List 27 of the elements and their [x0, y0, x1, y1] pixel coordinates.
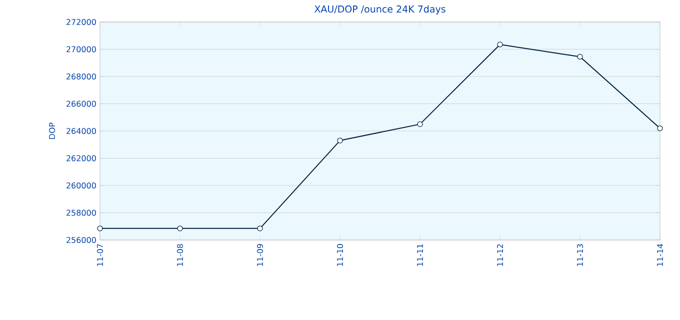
point [577, 54, 583, 60]
x-tick-label: 11-09 [256, 244, 264, 266]
y-tick-label: 266000 [66, 100, 96, 107]
x-tick-label: 11-08 [176, 244, 184, 266]
x-tick-label: 11-11 [417, 244, 423, 266]
y-tick-label: 258000 [66, 210, 96, 216]
x-tick-label: 11-13 [576, 244, 584, 266]
point [177, 226, 183, 232]
y-tick-label: 256000 [66, 236, 96, 244]
x-tick-label: 11-12 [497, 244, 503, 266]
point [497, 42, 503, 48]
point [337, 138, 343, 144]
x-tick-label: 11-14 [657, 244, 663, 266]
point [257, 226, 263, 232]
x-tick-label: 11-07 [96, 244, 104, 266]
y-tick-label: 270000 [66, 46, 96, 52]
y-tick-label: 268000 [66, 73, 96, 80]
point [657, 125, 663, 132]
point [417, 121, 423, 127]
x-tick-label: 11-10 [336, 244, 344, 266]
y-axis-title: DOP [49, 122, 56, 139]
y-tick-label: 260000 [66, 182, 96, 189]
point [97, 226, 103, 232]
y-tick-label: 272000 [66, 18, 96, 26]
y-tick-label: 264000 [66, 128, 96, 134]
y-tick-label: 262000 [66, 155, 96, 162]
chart-title: XAU/DOP /ounce 24K 7days [314, 5, 446, 14]
